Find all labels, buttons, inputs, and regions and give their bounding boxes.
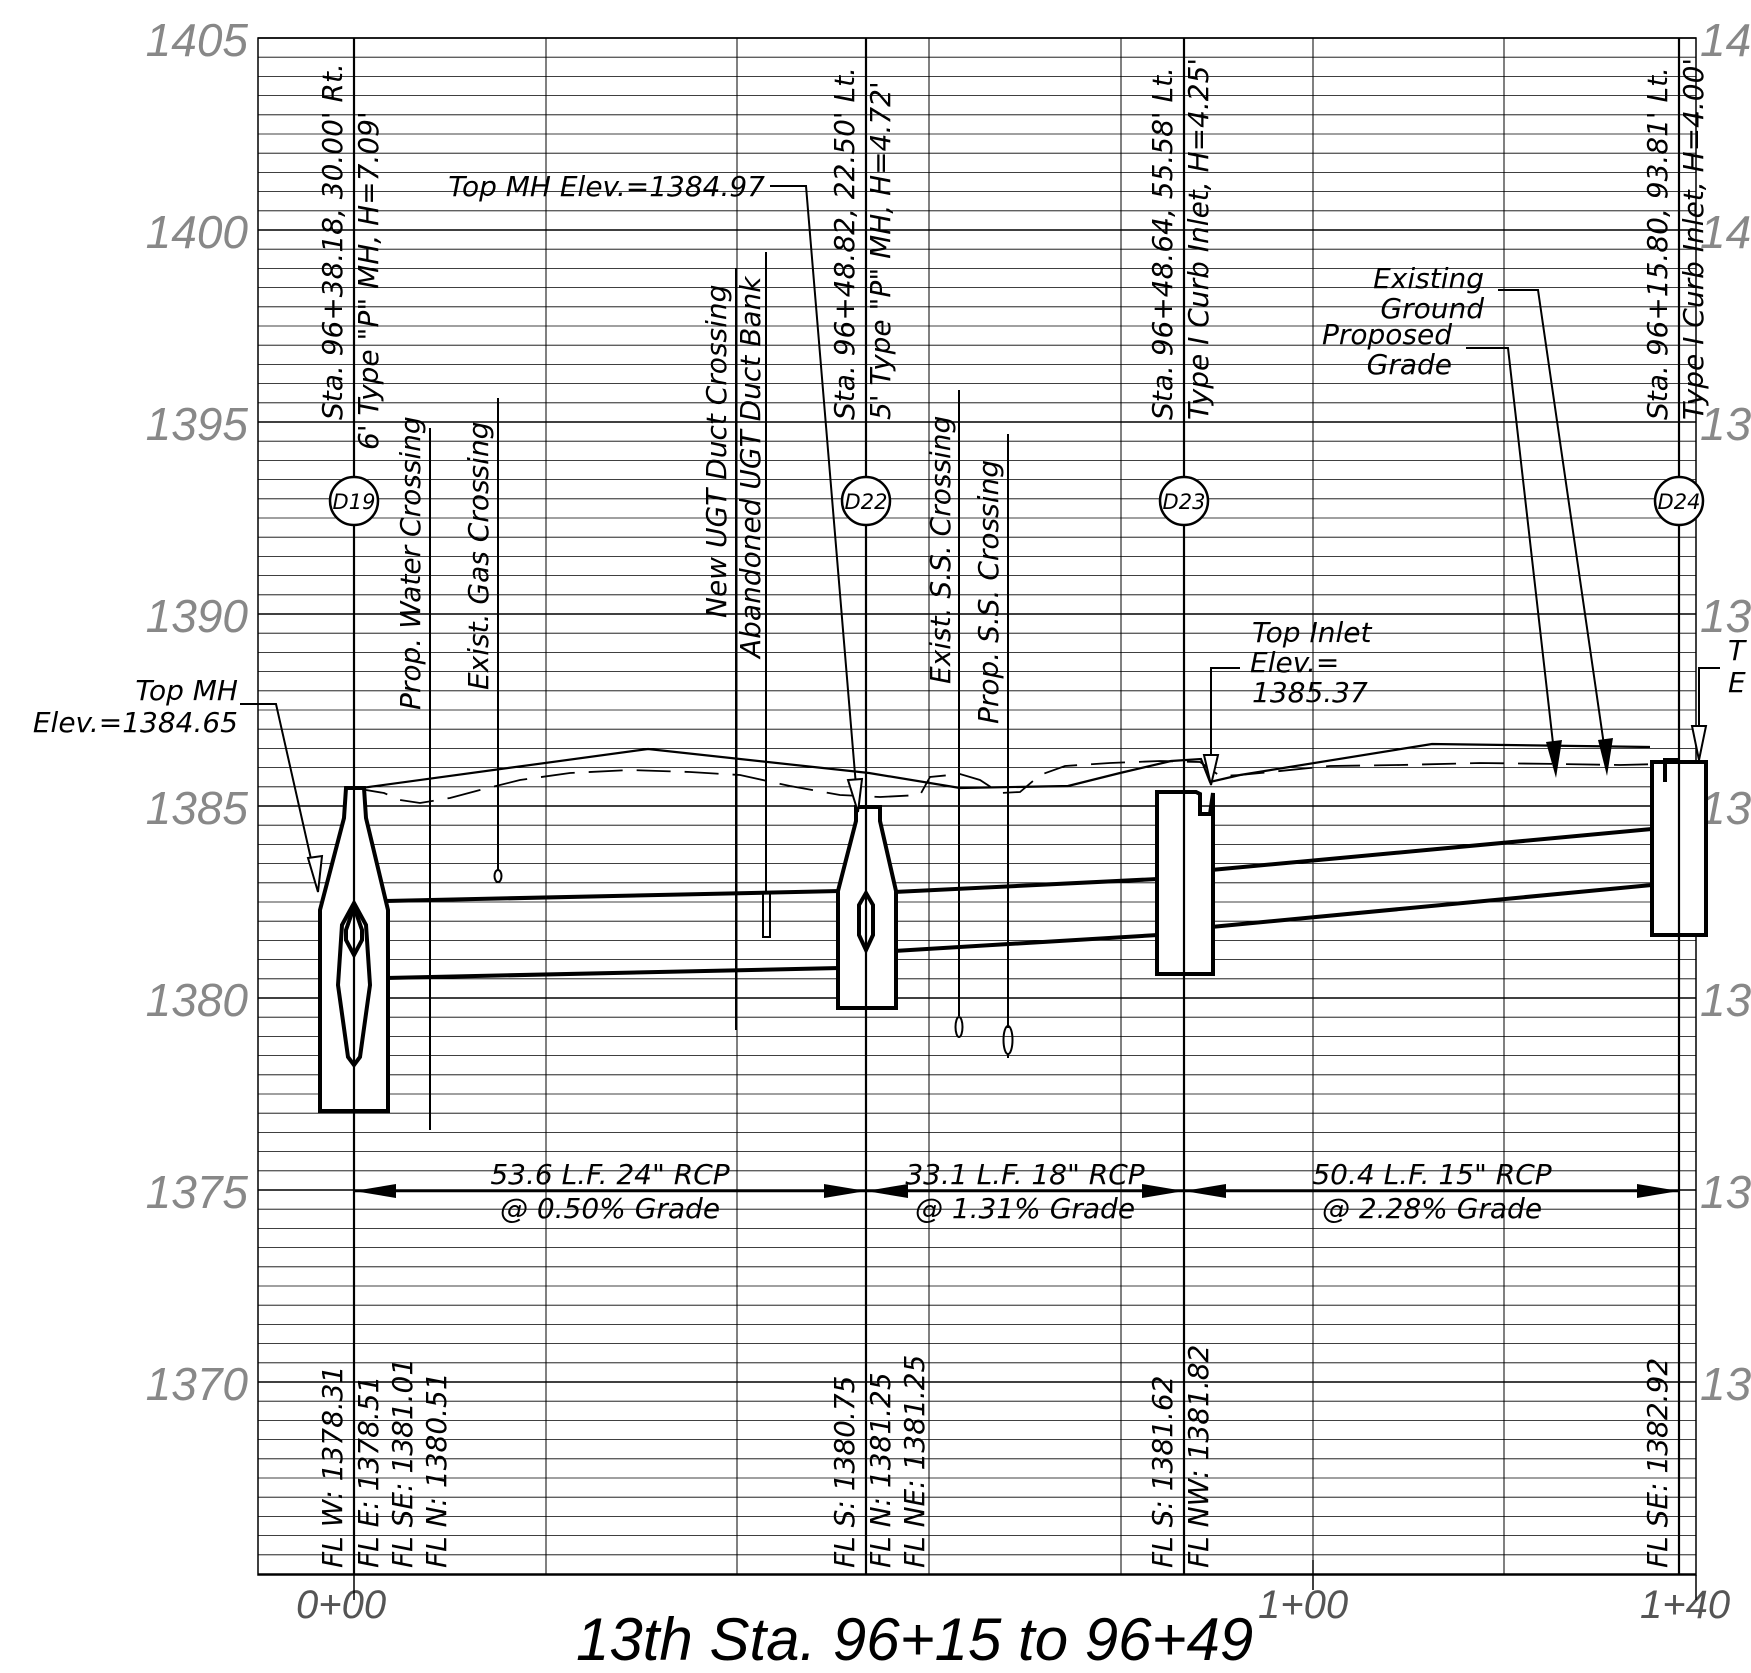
d19-desc: 6' Type "P" MH, H=7.09' (352, 111, 385, 450)
crossing-lines (429, 252, 1014, 1130)
station-ticks (353, 1560, 1697, 1600)
exist-gas-label: Exist. Gas Crossing (462, 422, 495, 690)
top-mh-left-label: Top MH (135, 674, 238, 707)
existing-ground-label-2: Ground (1380, 292, 1484, 325)
flowline-labels: FL W: 1378.31 FL E: 1378.51 FL SE: 1381.… (316, 1345, 1674, 1568)
top-inlet-label: Top Inlet (1252, 616, 1372, 649)
d24-station: Sta. 96+15.80, 93.81' Lt. (1641, 67, 1674, 420)
tag-d19: D19 (333, 490, 376, 514)
prop-water-label: Prop. Water Crossing (394, 416, 427, 710)
prop-ss-label: Prop. S.S. Crossing (972, 460, 1005, 724)
fl-label: FL N: 1381.25 (864, 1372, 897, 1568)
fl-label: FL NE: 1381.25 (898, 1355, 931, 1568)
fl-label: FL NW: 1381.82 (1182, 1345, 1215, 1568)
station-label-0: 0+00 (296, 1583, 386, 1627)
new-ugt-label: New UGT Duct Crossing (700, 285, 733, 618)
elev-label-1400: 1400 (146, 206, 249, 258)
elevation-axis-right: 14 14 13 13 13 13 13 13 (1700, 14, 1751, 1410)
fl-label: FL SE: 1381.01 (386, 1358, 419, 1568)
elev-label-1375: 1375 (146, 1166, 249, 1218)
elev-label-right: 13 (1700, 1166, 1751, 1218)
d23-desc: Type I Curb Inlet, H=4.25' (1182, 58, 1215, 420)
top-mh-left-elev: Elev.=1384.65 (33, 706, 238, 739)
proposed-grade-label-1: Proposed (1322, 318, 1452, 351)
elev-label-1380: 1380 (146, 974, 249, 1026)
crossing-labels: Prop. Water Crossing Exist. Gas Crossing… (394, 275, 1005, 724)
profile-title: 13th Sta. 96+15 to 96+49 (576, 1606, 1253, 1673)
elev-label-1370: 1370 (146, 1358, 249, 1410)
station-label-140: 1+40 (1640, 1583, 1730, 1627)
top-mh-mid-label: Top MH Elev.=1384.97 (448, 170, 765, 203)
structure-descriptions: Sta. 96+38.18, 30.00' Rt. 6' Type "P" MH… (316, 58, 1710, 450)
elev-label-right: 13 (1700, 974, 1751, 1026)
tag-d24: D24 (1658, 490, 1701, 514)
station-label-100: 1+00 (1258, 1583, 1348, 1627)
structure-stations (352, 38, 1681, 1575)
elevation-gridlines (258, 37, 1696, 1575)
elev-label-1390: 1390 (146, 590, 249, 642)
pipe-1-size: 53.6 L.F. 24" RCP (490, 1158, 729, 1191)
d23-station: Sta. 96+48.64, 55.58' Lt. (1146, 67, 1179, 420)
abandoned-ugt-label: Abandoned UGT Duct Bank (734, 275, 767, 660)
elevation-axis-left: 1405 1400 1395 1390 1385 1380 1375 1370 (146, 14, 249, 1410)
dimension-arrows (354, 1184, 1679, 1198)
fl-label: FL S: 1381.62 (1146, 1376, 1179, 1569)
pipe-2-size: 33.1 L.F. 18" RCP (905, 1158, 1144, 1191)
elev-label-right: 13 (1700, 782, 1751, 834)
existing-ground-label-1: Existing (1373, 262, 1484, 295)
structure-tags: D19 D22 D23 D24 (328, 475, 1705, 527)
fl-label: FL E: 1378.51 (352, 1376, 385, 1568)
top-inlet-elev-label: Elev.= (1250, 646, 1339, 679)
pipes (385, 827, 1653, 980)
elev-label-right: 14 (1700, 14, 1751, 66)
elev-label-1385: 1385 (146, 782, 249, 834)
tag-d23: D23 (1163, 490, 1206, 514)
elev-label-right: 13 (1700, 1358, 1751, 1410)
elev-label-1405: 1405 (146, 14, 249, 66)
fl-label: FL SE: 1382.92 (1641, 1358, 1674, 1568)
pipe-2-grade: @ 1.31% Grade (915, 1192, 1135, 1225)
fl-label: FL W: 1378.31 (316, 1366, 349, 1568)
fl-label: FL N: 1380.51 (420, 1372, 453, 1568)
callout-texts: Top MH Elev.=1384.65 Top MH Elev.=1384.9… (33, 170, 1747, 739)
pipe-3-grade: @ 2.28% Grade (1322, 1192, 1542, 1225)
callout-arrowheads (306, 725, 1708, 893)
d19-station: Sta. 96+38.18, 30.00' Rt. (316, 63, 349, 420)
d22-station: Sta. 96+48.82, 22.50' Lt. (828, 67, 861, 420)
elev-label-right: 13 (1700, 590, 1751, 642)
d22-desc: 5' Type "P" MH, H=4.72' (864, 81, 897, 420)
d24-desc: Type I Curb Inlet, H=4.00' (1677, 58, 1710, 420)
proposed-grade-line (353, 742, 1651, 791)
existing-ground-line (353, 760, 1661, 804)
elev-label-1395: 1395 (146, 398, 249, 450)
tag-d22: D22 (845, 490, 888, 514)
exist-ss-label: Exist. S.S. Crossing (924, 416, 957, 684)
right-edge-callout-2: E (1728, 666, 1746, 699)
callout-arrowheads-filled (1546, 738, 1613, 778)
elev-label-right: 13 (1700, 398, 1751, 450)
pipe-labels: 53.6 L.F. 24" RCP @ 0.50% Grade 33.1 L.F… (490, 1158, 1551, 1225)
callout-leaders (240, 185, 1720, 891)
top-inlet-elev: 1385.37 (1252, 676, 1368, 709)
proposed-grade-label-2: Grade (1367, 348, 1452, 381)
right-edge-callout-1: T (1728, 634, 1747, 667)
pipe-1-grade: @ 0.50% Grade (500, 1192, 720, 1225)
elev-label-right: 14 (1700, 206, 1751, 258)
fl-label: FL S: 1380.75 (828, 1376, 861, 1569)
pipe-3-size: 50.4 L.F. 15" RCP (1312, 1158, 1551, 1191)
